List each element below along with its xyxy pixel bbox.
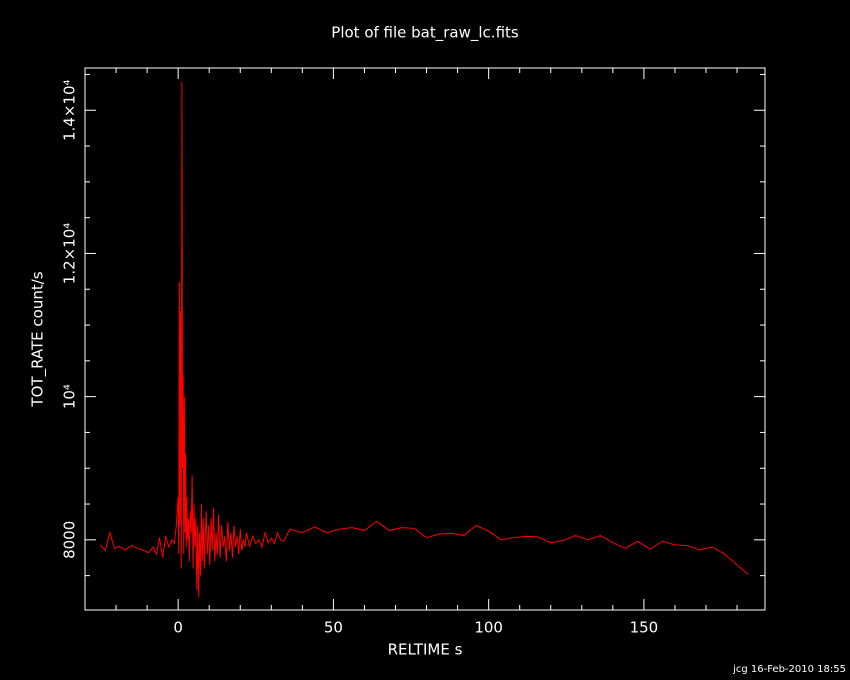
x-tick-label: 50 bbox=[324, 619, 343, 637]
y-tick-label: 10⁴ bbox=[61, 384, 79, 409]
y-tick-label: 8000 bbox=[61, 521, 79, 559]
data-line bbox=[100, 81, 749, 598]
plot-frame bbox=[84, 67, 766, 611]
x-tick-label: 150 bbox=[630, 619, 659, 637]
footer: jcg 16-Feb-2010 18:55 bbox=[732, 664, 846, 675]
y-axis-label: TOT_RATE count/s bbox=[29, 271, 48, 407]
y-tick-label: 1.4×10⁴ bbox=[61, 79, 79, 141]
x-axis-label: RELTIME s bbox=[388, 641, 463, 659]
y-tick-label: 1.2×10⁴ bbox=[61, 223, 79, 285]
x-tick-label: 0 bbox=[173, 619, 183, 637]
x-tick-label: 100 bbox=[474, 619, 503, 637]
chart-title: Plot of file bat_raw_lc.fits bbox=[331, 24, 519, 43]
